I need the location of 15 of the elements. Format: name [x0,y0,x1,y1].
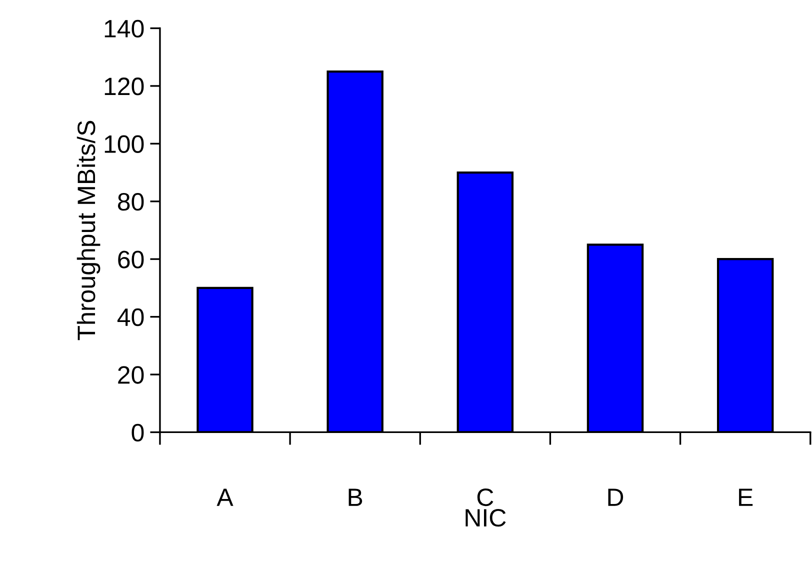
x-tick-label: B [348,488,362,506]
y-axis-title: Throughput MBits/S [76,120,100,340]
y-tick-label: 20 [118,366,144,384]
x-tick-label: D [608,488,624,506]
y-tick-label: 40 [117,308,144,326]
y-tick-label: 100 [104,135,144,153]
y-tick-label: 80 [118,192,144,211]
y-tick-label: 140 [104,20,144,38]
x-axis-title: NIC [466,508,506,527]
x-tick-label: A [216,488,234,506]
y-tick-label: 60 [118,250,144,268]
y-tick-label: 0 [132,424,144,442]
y-tick-label: 120 [104,78,144,96]
x-tick-label: C [477,488,494,506]
x-tick-label: E [739,488,753,506]
